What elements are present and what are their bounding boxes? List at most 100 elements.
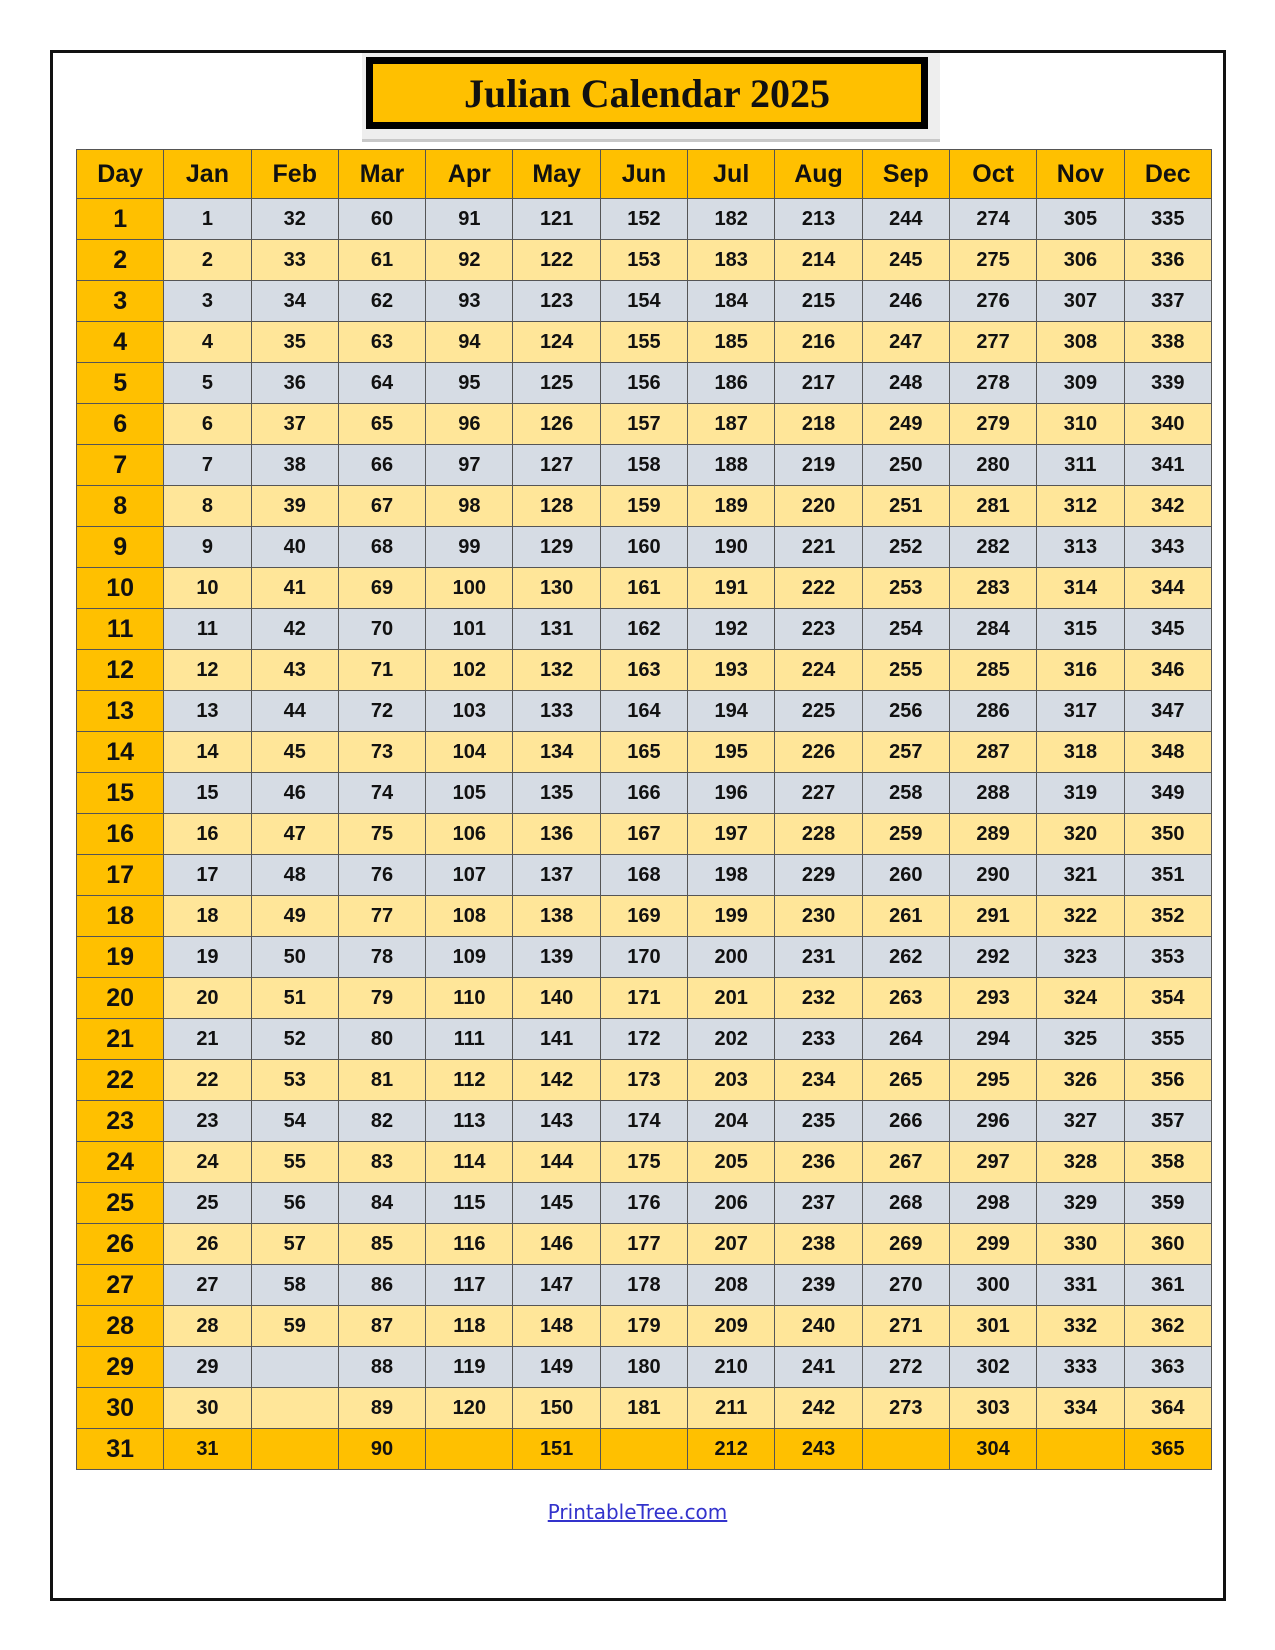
julian-day-cell: 165: [599, 731, 689, 773]
header-month: Jun: [599, 149, 689, 199]
julian-day-cell: 72: [337, 690, 427, 732]
julian-day-cell: 321: [1036, 854, 1125, 896]
julian-day-cell: 307: [1036, 280, 1125, 322]
julian-day-cell: 301: [948, 1305, 1038, 1347]
julian-day-cell: 348: [1123, 731, 1213, 773]
julian-day-cell: 338: [1123, 321, 1213, 363]
julian-day-cell: 153: [599, 239, 689, 281]
julian-day-cell: 130: [512, 567, 601, 609]
julian-day-cell: 30: [163, 1387, 252, 1429]
day-number: 23: [75, 1100, 165, 1142]
header-month: Dec: [1123, 149, 1213, 199]
julian-day-cell: 234: [774, 1059, 863, 1101]
julian-day-cell: 168: [599, 854, 689, 896]
julian-day-cell: 118: [425, 1305, 514, 1347]
julian-day-cell: 60: [337, 198, 427, 240]
julian-day-cell: 3: [163, 280, 252, 322]
day-number: 28: [75, 1305, 165, 1347]
julian-day-cell: 265: [861, 1059, 950, 1101]
julian-day-cell: 295: [948, 1059, 1038, 1101]
julian-day-cell: 231: [774, 936, 863, 978]
julian-day-cell: 124: [512, 321, 601, 363]
julian-day-cell: 155: [599, 321, 689, 363]
julian-day-cell: 354: [1123, 977, 1213, 1019]
julian-day-cell: 15: [163, 772, 252, 814]
julian-day-cell: 120: [425, 1387, 514, 1429]
julian-day-cell: 91: [425, 198, 514, 240]
julian-day-cell: 196: [687, 772, 776, 814]
julian-day-cell: 12: [163, 649, 252, 691]
julian-day-cell: 102: [425, 649, 514, 691]
julian-day-cell: 70: [337, 608, 427, 650]
julian-day-cell: 277: [948, 321, 1038, 363]
table-row: 26 26 57 85 116 146 177 207 238 269 299 330 360: [75, 1223, 1213, 1265]
julian-day-cell: 113: [425, 1100, 514, 1142]
julian-day-cell: 8: [163, 485, 252, 527]
julian-day-cell: 339: [1123, 362, 1213, 404]
julian-day-cell: 289: [948, 813, 1038, 855]
table-row: 5 5 36 64 95 125 156 186 217 248 278 309 339: [75, 362, 1213, 404]
julian-day-cell: 221: [774, 526, 863, 568]
julian-day-cell: 230: [774, 895, 863, 937]
table-row: 13 13 44 72 103 133 164 194 225 256 286 317 347: [75, 690, 1213, 732]
julian-day-cell: 31: [163, 1428, 252, 1470]
day-number: 26: [75, 1223, 165, 1265]
day-number: 4: [75, 321, 165, 363]
julian-day-cell: 67: [337, 485, 427, 527]
julian-day-cell: 7: [163, 444, 252, 486]
julian-day-cell: 323: [1036, 936, 1125, 978]
day-number: 16: [75, 813, 165, 855]
day-number: 7: [75, 444, 165, 486]
julian-day-cell: 88: [337, 1346, 427, 1388]
julian-day-cell: 258: [861, 772, 950, 814]
julian-day-cell: 140: [512, 977, 601, 1019]
table-row: 4 4 35 63 94 124 155 185 216 247 277 308 338: [75, 321, 1213, 363]
julian-day-cell: 194: [687, 690, 776, 732]
julian-day-cell: 132: [512, 649, 601, 691]
julian-day-cell: 22: [163, 1059, 252, 1101]
julian-day-cell: 87: [337, 1305, 427, 1347]
julian-day-cell: 261: [861, 895, 950, 937]
julian-day-cell: 133: [512, 690, 601, 732]
julian-day-cell: 163: [599, 649, 689, 691]
header-month: Mar: [337, 149, 427, 199]
julian-day-cell: 259: [861, 813, 950, 855]
footer-link[interactable]: PrintableTree.com: [547, 1500, 728, 1524]
julian-day-cell: 134: [512, 731, 601, 773]
julian-day-cell: 250: [861, 444, 950, 486]
julian-day-cell: 16: [163, 813, 252, 855]
julian-day-cell: 274: [948, 198, 1038, 240]
julian-day-cell: [599, 1428, 689, 1470]
julian-day-cell: 190: [687, 526, 776, 568]
julian-day-cell: 227: [774, 772, 863, 814]
julian-day-cell: 200: [687, 936, 776, 978]
julian-day-cell: 35: [250, 321, 339, 363]
julian-day-cell: 353: [1123, 936, 1213, 978]
julian-day-cell: 322: [1036, 895, 1125, 937]
julian-day-cell: 66: [337, 444, 427, 486]
julian-day-cell: 198: [687, 854, 776, 896]
julian-day-cell: 157: [599, 403, 689, 445]
julian-day-cell: [1036, 1428, 1125, 1470]
day-number: 13: [75, 690, 165, 732]
julian-day-cell: 276: [948, 280, 1038, 322]
table-row: 19 19 50 78 109 139 170 200 231 262 292 323 353: [75, 936, 1213, 978]
julian-day-cell: 310: [1036, 403, 1125, 445]
julian-day-cell: 51: [250, 977, 339, 1019]
table-row: 3 3 34 62 93 123 154 184 215 246 276 307 337: [75, 280, 1213, 322]
julian-day-cell: 171: [599, 977, 689, 1019]
julian-day-cell: 296: [948, 1100, 1038, 1142]
julian-day-cell: 314: [1036, 567, 1125, 609]
julian-day-cell: 138: [512, 895, 601, 937]
day-number: 8: [75, 485, 165, 527]
julian-day-cell: 293: [948, 977, 1038, 1019]
julian-day-cell: 357: [1123, 1100, 1213, 1142]
julian-day-cell: 238: [774, 1223, 863, 1265]
julian-day-cell: 203: [687, 1059, 776, 1101]
julian-day-cell: 65: [337, 403, 427, 445]
table-row: 17 17 48 76 107 137 168 198 229 260 290 321 351: [75, 854, 1213, 896]
julian-day-cell: 201: [687, 977, 776, 1019]
julian-day-cell: 335: [1123, 198, 1213, 240]
julian-day-cell: 69: [337, 567, 427, 609]
day-number: 15: [75, 772, 165, 814]
